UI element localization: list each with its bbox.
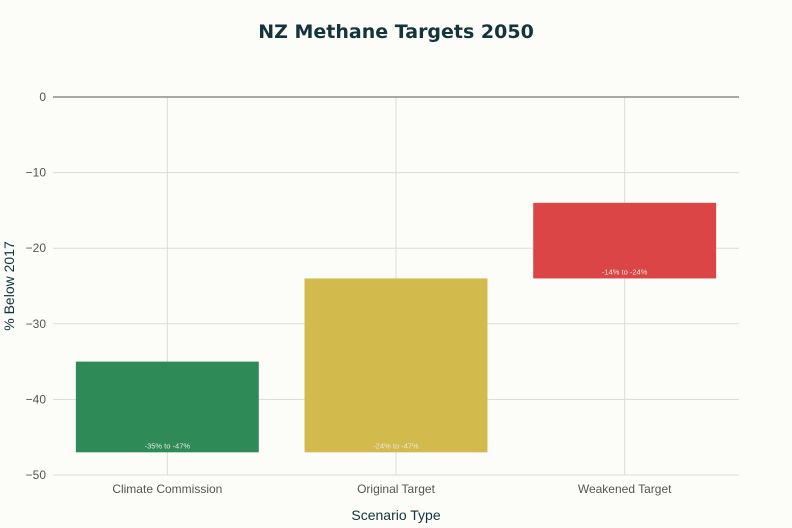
- bar-data-label: -35% to -47%: [145, 441, 191, 450]
- bars: -35% to -47% -24% to -47% -14% to -24%: [75, 202, 717, 453]
- x-axis-title: Scenario Type: [351, 507, 440, 523]
- y-axis-title: % Below 2017: [1, 241, 17, 331]
- bar-data-label: -14% to -24%: [602, 267, 648, 276]
- x-tick-label: Climate Commission: [112, 482, 222, 496]
- y-tick-label: 0: [39, 90, 46, 104]
- bar: [533, 202, 717, 279]
- bar: [304, 278, 488, 453]
- x-tick-label: Original Target: [357, 482, 435, 496]
- grid-lines: [53, 96, 739, 476]
- y-tick-label: −40: [26, 392, 47, 406]
- bar: [75, 361, 259, 453]
- bar-data-label: -24% to -47%: [373, 441, 419, 450]
- y-tick-label: −20: [26, 241, 47, 255]
- y-tick-label: −30: [26, 317, 47, 331]
- x-axis-ticks: Climate Commission Original Target Weakene…: [112, 482, 672, 496]
- x-tick-label: Weakened Target: [578, 482, 672, 496]
- chart-title: NZ Methane Targets 2050: [258, 21, 534, 43]
- y-axis-ticks: 0 −10 −20 −30 −40 −50: [26, 90, 47, 482]
- y-tick-label: −50: [26, 468, 47, 482]
- y-tick-label: −10: [26, 166, 47, 180]
